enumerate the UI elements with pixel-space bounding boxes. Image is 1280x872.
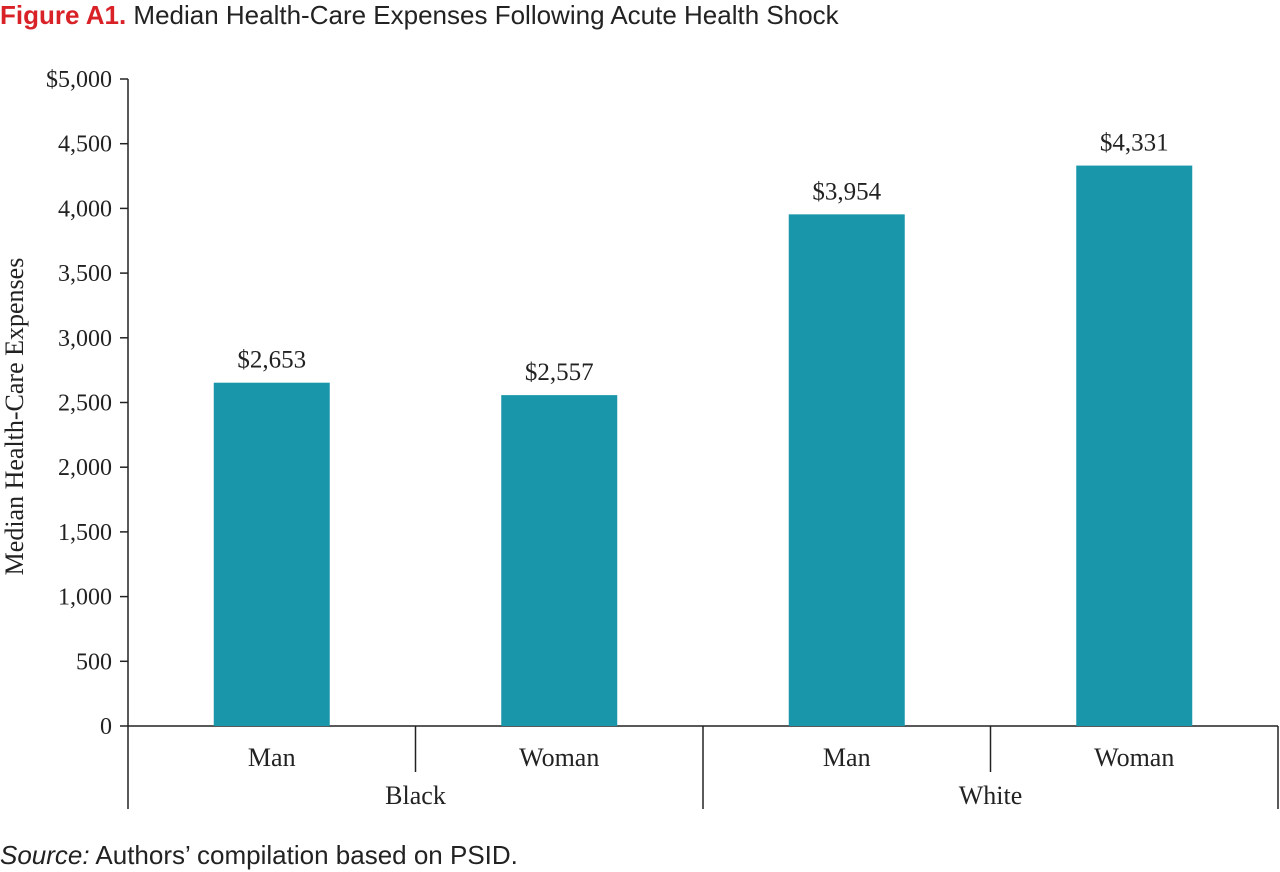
bar-data-label: $3,954: [812, 178, 881, 205]
y-tick-label: 500: [76, 649, 112, 675]
chart-title: Figure A1. Median Health-Care Expenses F…: [0, 0, 839, 30]
x-category-label: Man: [823, 743, 871, 772]
y-tick-label: 2,000: [58, 455, 112, 481]
bar: [213, 382, 330, 726]
bar: [788, 214, 905, 726]
y-tick-label: 1,000: [58, 585, 112, 611]
x-category-label: Woman: [519, 743, 599, 772]
bar: [501, 395, 618, 726]
source-text: Authors’ compilation based on PSID.: [95, 840, 518, 870]
y-axis-title: Median Health-Care Expenses: [0, 258, 29, 576]
bar-data-label: $4,331: [1100, 130, 1169, 157]
bar-data-label: $2,557: [525, 359, 594, 386]
y-tick-label: 1,500: [58, 520, 112, 546]
y-tick-label: 4,000: [58, 196, 112, 222]
y-tick-label: 0: [100, 714, 112, 740]
bar: [1076, 165, 1193, 726]
x-group-label: Black: [385, 781, 446, 810]
y-tick-label: 3,500: [58, 261, 112, 287]
x-category-label: Man: [248, 743, 296, 772]
y-tick-label: $5,000: [46, 67, 112, 93]
figure-label: Figure A1.: [0, 0, 127, 30]
y-tick-label: 4,500: [58, 132, 112, 158]
y-tick-label: 2,500: [58, 391, 112, 417]
source-note: Source: Authors’ compilation based on PS…: [0, 840, 518, 870]
bar-data-label: $2,653: [237, 347, 306, 374]
source-label: Source:: [0, 840, 90, 870]
chart-title-text: Median Health-Care Expenses Following Ac…: [133, 0, 839, 30]
y-tick-label: 3,000: [58, 326, 112, 352]
x-group-label: White: [959, 781, 1023, 810]
x-category-label: Woman: [1094, 743, 1174, 772]
